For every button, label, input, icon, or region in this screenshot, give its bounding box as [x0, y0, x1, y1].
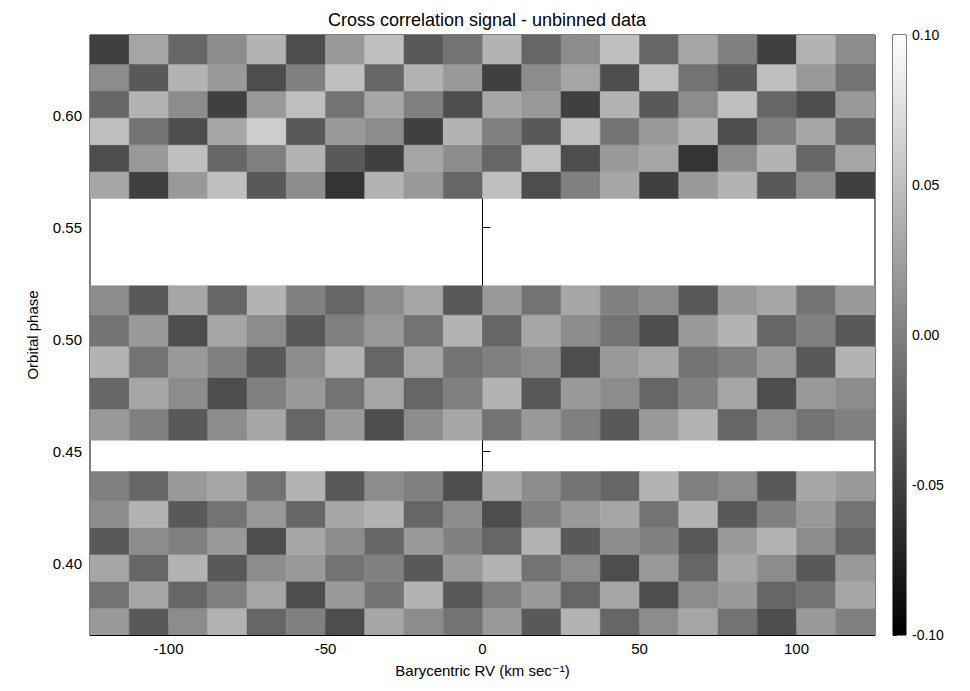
svg-text:0.55: 0.55 — [53, 219, 82, 236]
svg-text:-50: -50 — [315, 640, 337, 657]
svg-text:0.45: 0.45 — [53, 443, 82, 460]
svg-text:-0.05: -0.05 — [912, 477, 944, 493]
svg-text:Orbital phase: Orbital phase — [24, 290, 41, 379]
svg-text:-0.10: -0.10 — [912, 627, 944, 643]
svg-text:0.05: 0.05 — [912, 177, 939, 193]
svg-text:50: 50 — [631, 640, 648, 657]
svg-text:0.50: 0.50 — [53, 331, 82, 348]
svg-text:0: 0 — [478, 640, 486, 657]
svg-text:0.00: 0.00 — [912, 327, 939, 343]
svg-text:0.40: 0.40 — [53, 555, 82, 572]
svg-text:Cross correlation signal - unb: Cross correlation signal - unbinned data — [328, 10, 647, 30]
svg-text:Barycentric RV (km sec⁻¹): Barycentric RV (km sec⁻¹) — [395, 662, 569, 679]
svg-text:0.10: 0.10 — [912, 27, 939, 43]
svg-text:100: 100 — [784, 640, 809, 657]
svg-text:0.60: 0.60 — [53, 107, 82, 124]
svg-text:-100: -100 — [153, 640, 183, 657]
